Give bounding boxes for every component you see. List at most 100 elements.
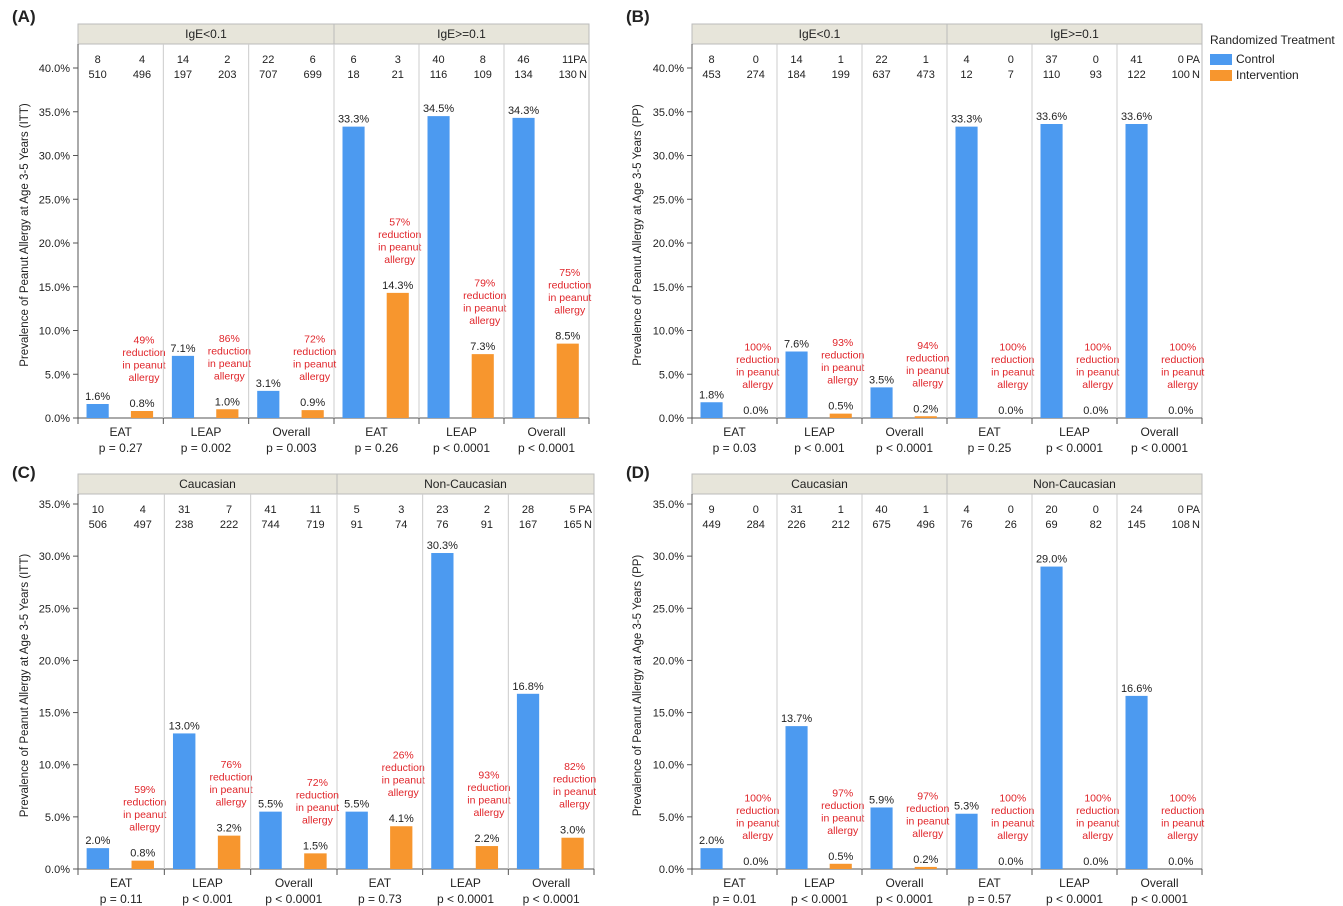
panel-a-eat-pa-control: 8 bbox=[95, 54, 101, 66]
panel-c-eat-reduction-text: allergy bbox=[129, 822, 161, 834]
panel-c-leap-p-value: p < 0.0001 bbox=[437, 892, 494, 906]
panel-c-leap-bar-intervention bbox=[217, 835, 241, 869]
panel-b-overall-value-intervention: 0.2% bbox=[913, 403, 938, 415]
panel-d-ytick-label: 5.0% bbox=[659, 812, 684, 824]
panel-c-overall-category-label: Overall bbox=[275, 876, 313, 890]
panel-d-leap-pa-intervention: 0 bbox=[1093, 504, 1099, 516]
panel-d-leap-value-intervention: 0.0% bbox=[1083, 856, 1108, 868]
panel-d-eat-reduction-text: reduction bbox=[991, 805, 1034, 817]
panel-d-leap-reduction-text: 100% bbox=[1084, 793, 1111, 805]
panel-d-eat-value-intervention: 0.0% bbox=[998, 856, 1023, 868]
panel-a-leap-p-value: p = 0.002 bbox=[181, 441, 232, 455]
panel-c-overall-bar-control bbox=[259, 811, 282, 869]
panel-d-count-label-n: N bbox=[1192, 519, 1200, 531]
panel-d-eat-pa-intervention: 0 bbox=[1008, 504, 1014, 516]
panel-c-eat-pa-intervention: 3 bbox=[398, 504, 404, 516]
panel-a-eat-pa-control: 6 bbox=[350, 54, 356, 66]
panel-c-group-header: Non-Caucasian bbox=[424, 477, 507, 491]
panel-d-ylabel: Prevalence of Peanut Allergy at Age 3-5 … bbox=[632, 555, 644, 817]
panel-b-leap-reduction-text: allergy bbox=[1082, 379, 1114, 391]
panel-a-eat-reduction-text: in peanut bbox=[122, 360, 165, 372]
panel-d-leap-p-value: p < 0.0001 bbox=[1046, 892, 1103, 906]
panel-d-eat-p-value: p = 0.01 bbox=[713, 892, 757, 906]
panel-a-overall-reduction-text: in peanut bbox=[293, 359, 336, 371]
panel-b-eat-reduction-text: 100% bbox=[744, 342, 771, 354]
panel-d-leap-bar-intervention bbox=[829, 863, 852, 869]
panel-d-overall-reduction-text: reduction bbox=[1161, 805, 1204, 817]
panel-d-eat-n-intervention: 284 bbox=[747, 519, 765, 531]
panel-b-eat-value-control: 33.3% bbox=[951, 114, 982, 126]
panel-d-overall-reduction-text: allergy bbox=[1167, 830, 1199, 842]
panel-c-ytick-label: 35.0% bbox=[39, 499, 70, 511]
panel-b-leap-p-value: p < 0.001 bbox=[794, 441, 845, 455]
panel-a-eat-n-intervention: 21 bbox=[392, 69, 404, 81]
panel-b-overall-n-intervention: 100 bbox=[1172, 69, 1190, 81]
panel-b-leap-value-control: 7.6% bbox=[784, 339, 809, 351]
panel-c-eat-pa-control: 5 bbox=[354, 504, 360, 516]
panel-d: (D)0.0%5.0%10.0%15.0%20.0%25.0%30.0%35.0… bbox=[626, 463, 1205, 906]
panel-b-ytick-label: 15.0% bbox=[653, 282, 684, 294]
panel-a-overall-n-control: 707 bbox=[259, 69, 277, 81]
panel-a-leap-reduction-text: allergy bbox=[469, 315, 501, 327]
panel-c-overall-bar-intervention bbox=[304, 853, 327, 869]
panel-a-group-header: IgE>=0.1 bbox=[437, 27, 486, 41]
panel-a-ytick-label: 5.0% bbox=[45, 369, 70, 381]
panel-a-eat-n-intervention: 496 bbox=[133, 69, 151, 81]
panel-c-ytick-label: 0.0% bbox=[45, 864, 70, 876]
panel-d-leap-reduction-text: reduction bbox=[821, 800, 864, 812]
panel-d-leap-category-label: LEAP bbox=[1059, 876, 1090, 890]
panel-c-overall-reduction-text: in peanut bbox=[553, 786, 596, 798]
panel-c-eat-value-intervention: 4.1% bbox=[389, 813, 414, 825]
panel-b-leap-value-intervention: 0.0% bbox=[1083, 405, 1108, 417]
panel-b-leap-pa-intervention: 0 bbox=[1093, 54, 1099, 66]
panel-c-ytick-label: 20.0% bbox=[39, 655, 70, 667]
panel-a: (A) 0.0% 5.0% 10.0% 15.0% 20.0% 25.0% 30.0% 35.0… bbox=[12, 7, 592, 455]
panel-a-eat-reduction-text: in peanut bbox=[378, 241, 421, 253]
panel-d-leap-reduction-text: in peanut bbox=[1076, 818, 1119, 830]
panel-d-overall-p-value: p < 0.0001 bbox=[876, 892, 933, 906]
panel-d-leap-bar-control bbox=[1040, 566, 1063, 869]
panel-b-eat-reduction-text: 100% bbox=[999, 342, 1026, 354]
panel-c-leap-bar-control bbox=[431, 553, 454, 869]
panel-d-leap-reduction-text: reduction bbox=[1076, 805, 1119, 817]
panel-b-eat-p-value: p = 0.03 bbox=[713, 441, 757, 455]
panel-c-leap-category-label: LEAP bbox=[450, 876, 481, 890]
panel-b-eat-reduction-text: reduction bbox=[736, 354, 779, 366]
panel-d-eat-pa-control: 4 bbox=[963, 504, 969, 516]
panel-d-overall-value-control: 16.6% bbox=[1121, 683, 1152, 695]
panel-b-eat-bar-control bbox=[955, 126, 978, 418]
panel-a-eat-p-value: p = 0.26 bbox=[355, 441, 399, 455]
panel-a-overall-pa-control: 22 bbox=[262, 54, 274, 66]
panel-d-overall-value-control: 5.9% bbox=[869, 794, 894, 806]
panel-b-leap-n-control: 110 bbox=[1043, 69, 1061, 81]
panel-b-leap-n-intervention: 199 bbox=[832, 69, 850, 81]
panel-c-overall-bar-control bbox=[516, 693, 540, 869]
panel-b-eat-n-control: 12 bbox=[960, 69, 972, 81]
panel-a-overall-reduction-text: reduction bbox=[548, 280, 591, 292]
panel-d-eat-n-control: 449 bbox=[702, 519, 720, 531]
panel-c-leap-reduction-text: 76% bbox=[221, 759, 242, 771]
panel-d-eat-reduction-text: allergy bbox=[742, 830, 774, 842]
panel-a-leap-pa-control: 40 bbox=[432, 54, 444, 66]
panel-a-leap-value-intervention: 7.3% bbox=[470, 341, 495, 353]
panel-a-overall-p-value: p = 0.003 bbox=[266, 441, 317, 455]
panel-c-leap-pa-intervention: 7 bbox=[226, 504, 232, 516]
panel-a-eat-reduction-text: 57% bbox=[389, 216, 410, 228]
panel-c-eat-reduction-text: reduction bbox=[382, 762, 425, 774]
panel-b-ytick-label: 0.0% bbox=[659, 413, 684, 425]
panel-d-leap-n-intervention: 212 bbox=[832, 519, 850, 531]
panel-a-overall-pa-intervention: 11 bbox=[562, 54, 573, 66]
panel-c-leap-bar-control bbox=[172, 733, 196, 869]
panel-d-overall-p-value: p < 0.0001 bbox=[1131, 892, 1188, 906]
panel-a-ytick-label: 0.0% bbox=[45, 413, 70, 425]
panel-c-leap-reduction-text: in peanut bbox=[209, 784, 252, 796]
panel-b-overall-bar-control bbox=[870, 387, 893, 418]
panel-a-overall-bar-intervention bbox=[301, 410, 324, 418]
panel-c-overall-p-value: p < 0.0001 bbox=[265, 892, 322, 906]
legend-swatch-control bbox=[1210, 53, 1232, 65]
panel-a-leap-reduction-text: 79% bbox=[474, 278, 495, 290]
panel-c-leap-n-control: 76 bbox=[436, 519, 448, 531]
panel-d-overall-bar-intervention bbox=[914, 866, 937, 869]
panel-c-overall-reduction-text: 72% bbox=[307, 777, 328, 789]
panel-b-ytick-label: 35.0% bbox=[653, 107, 684, 119]
